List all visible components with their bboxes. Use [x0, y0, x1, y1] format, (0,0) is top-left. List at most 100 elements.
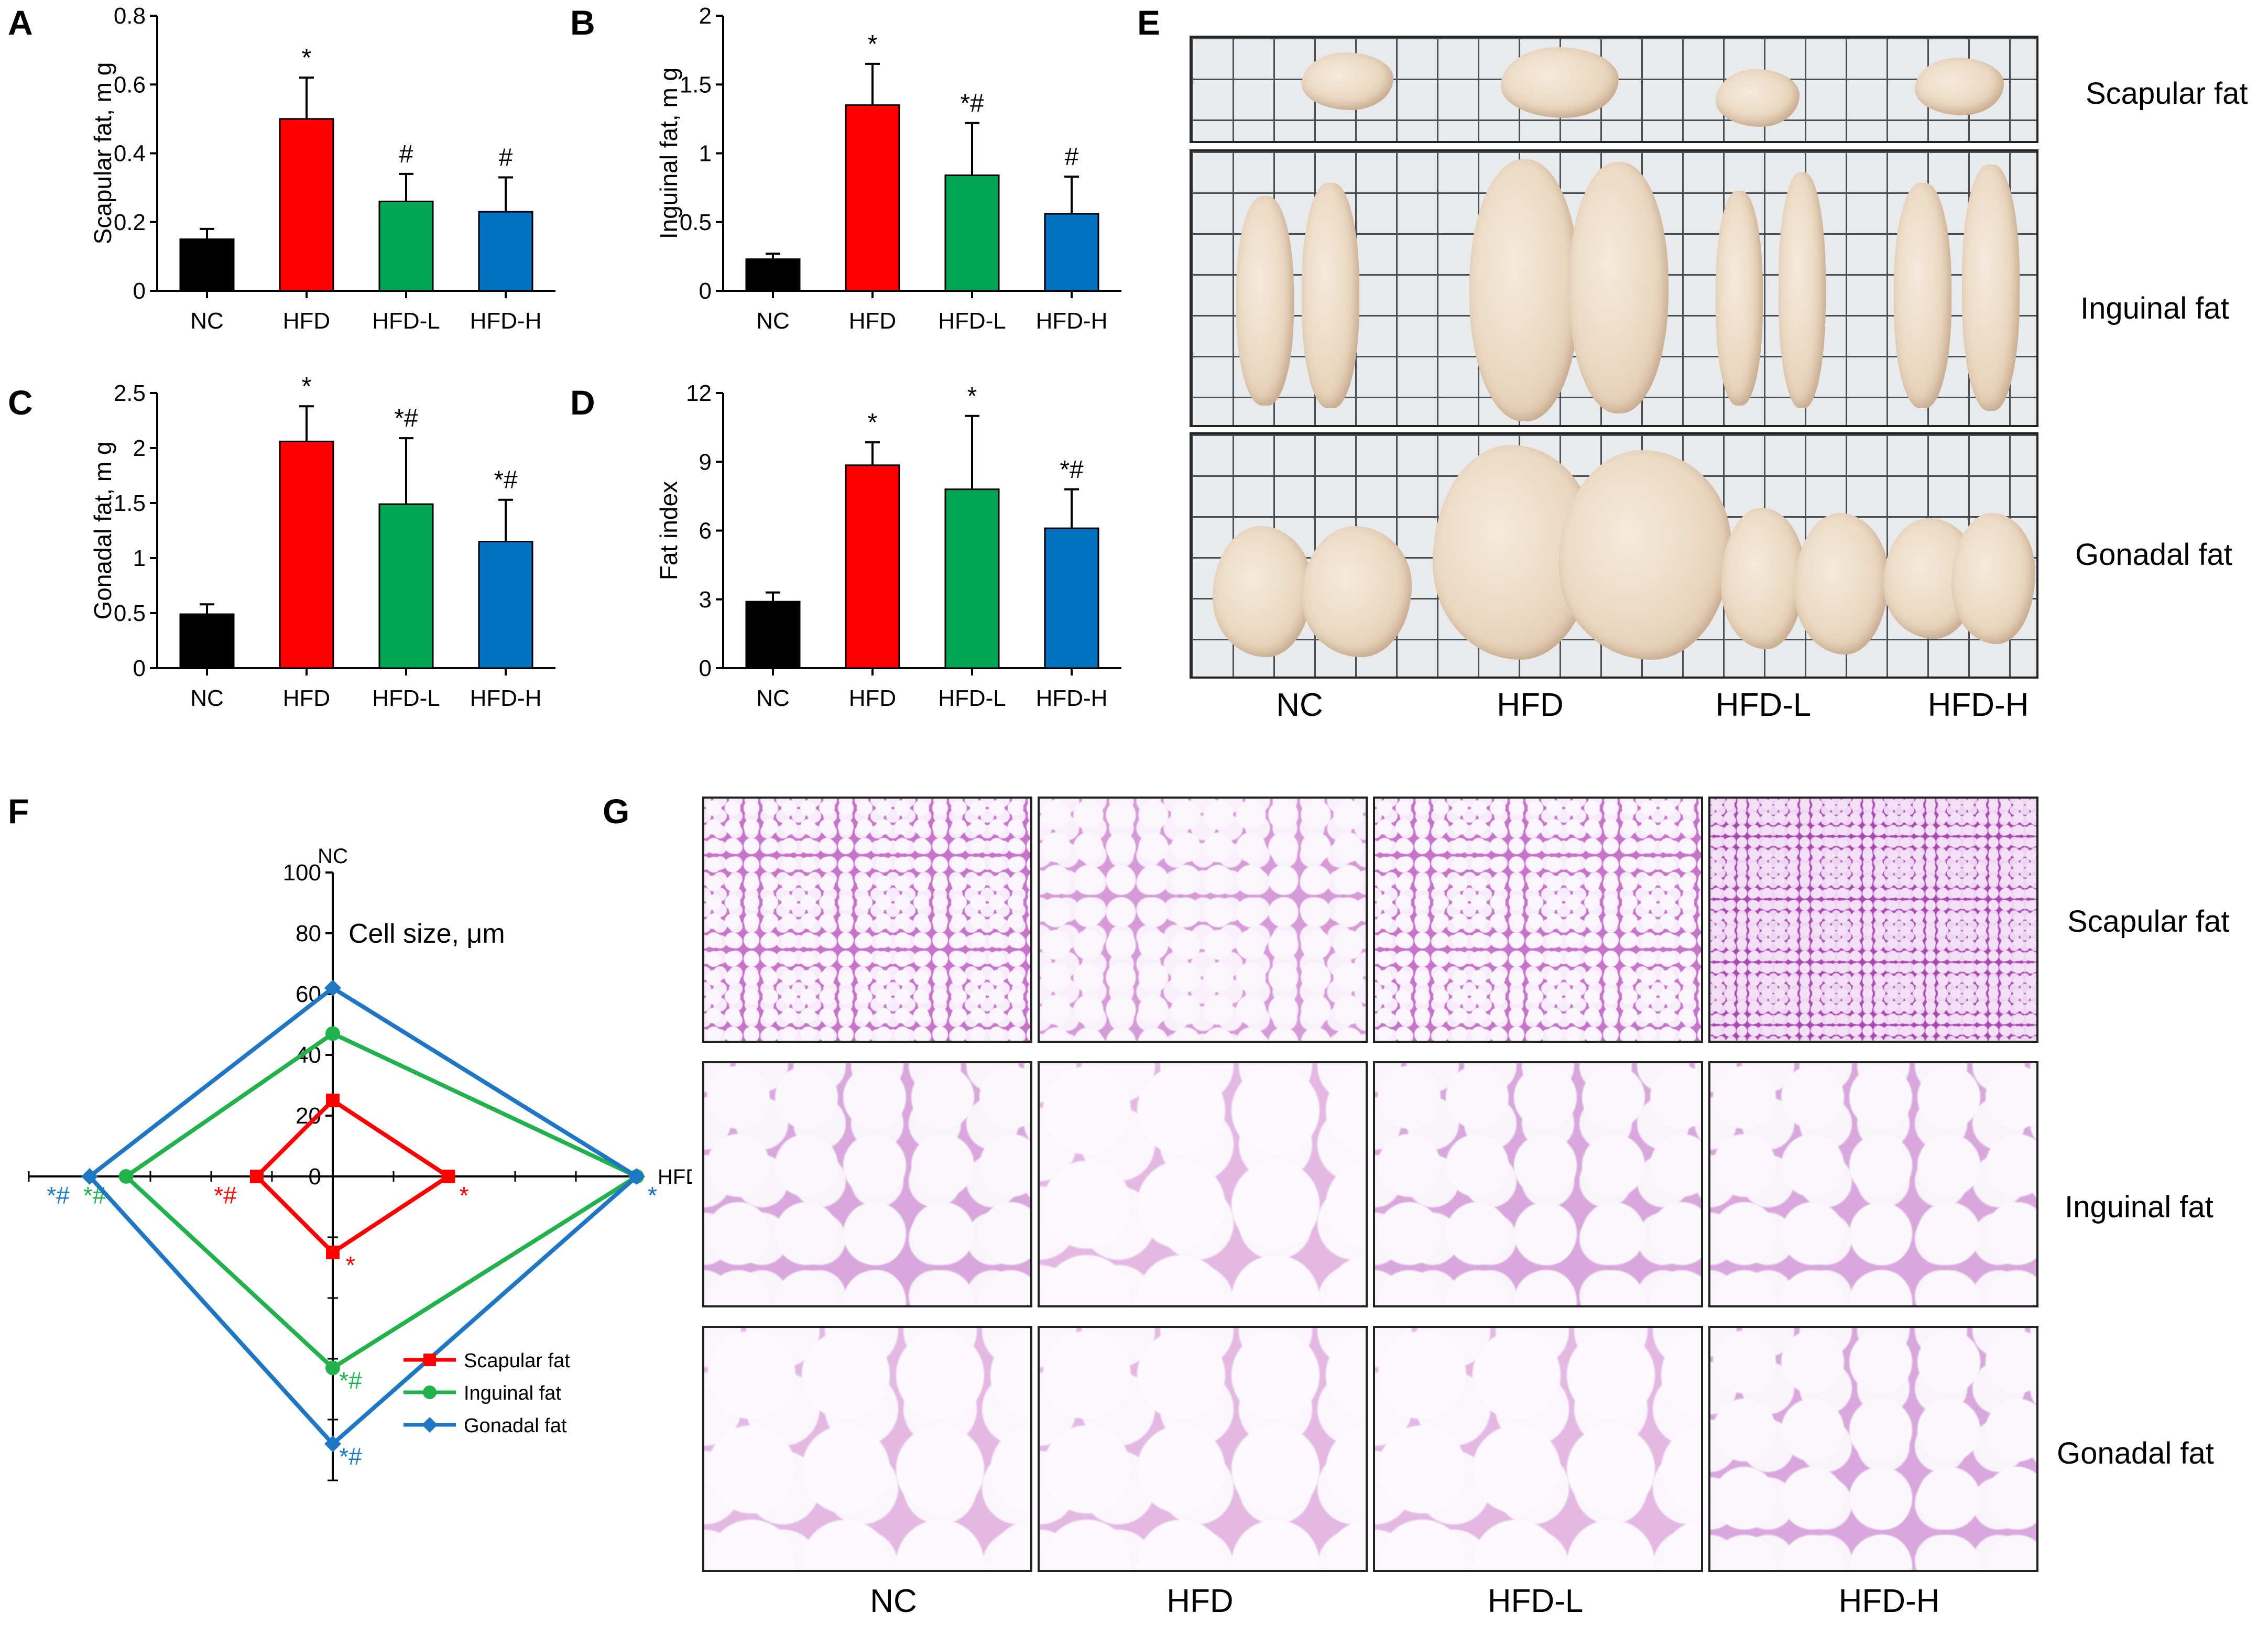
y-tick-label: 2	[133, 435, 146, 461]
histology-inguinal-hfd	[1038, 1061, 1368, 1307]
x-tick-label: HFD-H	[470, 685, 542, 711]
significance-mark: *#	[960, 90, 984, 117]
bar-hfd-h	[478, 541, 533, 669]
y-tick-label: 0.4	[114, 141, 146, 167]
radar-significance-mark: *	[648, 1182, 657, 1209]
x-tick-label: NC	[756, 308, 790, 334]
bar-chart-b: 0 0.5 1 1.5 2 Inguinal fat, m g NC HFD * HFD-L *# H…	[655, 3, 1121, 334]
y-tick-label: 1	[699, 141, 712, 167]
g-row-label-scapular: Scapular fat	[2067, 904, 2230, 939]
y-tick-label: 0	[133, 278, 146, 304]
bar-nc	[179, 238, 235, 292]
radar-tick-label: 60	[296, 981, 321, 1007]
significance-mark: #	[499, 144, 513, 171]
histology-gonadal-hfd-l	[1373, 1326, 1703, 1572]
radar-point-inguinal-fat	[325, 1360, 340, 1376]
radar-significance-mark: *	[459, 1182, 468, 1209]
radar-tick-label: 80	[296, 921, 321, 946]
radar-axis-label-nc: NC	[318, 845, 348, 868]
x-tick-label: HFD	[283, 308, 330, 334]
e-col-label-nc: NC	[1276, 687, 1323, 723]
bar-hfd	[845, 464, 900, 669]
y-tick-label: 0	[699, 656, 712, 681]
radar-tick-label: 0	[309, 1164, 321, 1190]
histology-inguinal-nc	[702, 1061, 1032, 1307]
y-tick-label: 3	[699, 587, 712, 613]
photo-scapular-fat	[1190, 36, 2038, 143]
histology-gonadal-nc	[702, 1326, 1032, 1572]
y-tick-label: 9	[699, 449, 712, 475]
radar-point-gonadal-fat	[628, 1168, 645, 1185]
radar-axis-label-hfd: HFD	[658, 1165, 692, 1188]
bar-chart-d: 0 3 6 9 12 Fat index NC HFD * HFD-L * HFD-H *#	[655, 380, 1121, 711]
bar-nc	[745, 258, 801, 292]
x-tick-label: HFD-H	[470, 308, 542, 334]
y-tick-label: 0.2	[114, 210, 146, 235]
y-tick-label: 0	[699, 278, 712, 304]
bar-hfd-l	[378, 503, 434, 669]
e-row-label-scapular: Scapular fat	[2086, 77, 2248, 111]
radar-point-inguinal-fat	[118, 1169, 134, 1184]
radar-significance-mark: *#	[83, 1182, 106, 1209]
significance-mark: *#	[394, 405, 418, 432]
g-col-label-hfd-l: HFD-L	[1487, 1583, 1584, 1619]
panel-label-a: A	[8, 3, 33, 42]
x-tick-label: HFD	[849, 685, 896, 711]
radar-series-inguinal-fat	[123, 1031, 641, 1371]
bar-hfd-h	[1044, 527, 1099, 669]
g-col-label-hfd: HFD	[1166, 1583, 1234, 1619]
y-tick-label: 2	[699, 3, 712, 29]
photo-gonadal-fat	[1190, 432, 2038, 679]
x-tick-label: HFD-L	[938, 685, 1006, 711]
legend-label: Inguinal fat	[464, 1382, 561, 1404]
radar-tick-label: 100	[283, 860, 321, 886]
bar-chart-c: 0 0.5 1 1.5 2 2.5 Gonadal fat, m g NC HFD * HFD-L *…	[89, 377, 555, 711]
e-col-label-hfd-h: HFD-H	[1927, 687, 2029, 723]
x-tick-label: NC	[756, 685, 790, 711]
panel-label-e: E	[1137, 3, 1161, 42]
histology-inguinal-hfd-l	[1373, 1061, 1703, 1307]
g-row-label-inguinal: Inguinal fat	[2065, 1190, 2214, 1224]
legend-marker	[423, 1354, 436, 1366]
y-tick-label: 1.5	[114, 490, 146, 516]
x-tick-label: HFD-L	[372, 685, 440, 711]
significance-mark: *#	[494, 466, 518, 494]
significance-mark: *	[302, 44, 312, 72]
panel-label-b: B	[570, 3, 595, 42]
e-row-label-gonadal: Gonadal fat	[2075, 538, 2232, 572]
histology-scapular-hfd-l	[1373, 797, 1703, 1043]
panel-label-g: G	[603, 792, 630, 831]
radar-point-scapular-fat	[326, 1094, 340, 1107]
legend-marker	[423, 1386, 437, 1399]
legend-label: Scapular fat	[464, 1350, 570, 1372]
y-tick-label: 0	[133, 656, 146, 681]
radar-point-scapular-fat	[250, 1170, 264, 1183]
radar-significance-mark: *	[648, 1182, 657, 1209]
x-tick-label: HFD-H	[1036, 308, 1108, 334]
bar-hfd-l	[944, 175, 1000, 292]
x-tick-label: NC	[190, 308, 224, 334]
histology-gonadal-hfd	[1038, 1326, 1368, 1572]
radar-point-gonadal-fat	[324, 1435, 341, 1453]
x-tick-label: HFD-L	[372, 308, 440, 334]
bar-hfd	[279, 118, 334, 292]
e-row-label-inguinal: Inguinal fat	[2080, 291, 2229, 325]
radar-significance-mark: *	[346, 1251, 355, 1279]
bar-hfd-l	[378, 200, 434, 292]
y-axis-title: Inguinal fat, m g	[655, 68, 682, 239]
radar-point-gonadal-fat	[324, 979, 341, 997]
histology-scapular-hfd-h	[1708, 797, 2038, 1043]
radar-point-inguinal-fat	[325, 1026, 340, 1041]
bar-hfd-l	[944, 488, 1000, 669]
radar-significance-mark: *#	[339, 1367, 362, 1394]
bar-hfd-h	[478, 211, 533, 292]
significance-mark: *	[868, 409, 878, 437]
y-tick-label: 0.8	[114, 3, 146, 29]
y-tick-label: 1.5	[680, 72, 712, 97]
radar-point-gonadal-fat	[81, 1168, 98, 1185]
x-tick-label: HFD-L	[938, 308, 1006, 334]
legend-label: Gonadal fat	[464, 1415, 567, 1437]
e-col-label-hfd: HFD	[1497, 687, 1564, 723]
y-axis-title: Scapular fat, m g	[89, 62, 116, 245]
y-tick-label: 0.6	[114, 72, 146, 97]
